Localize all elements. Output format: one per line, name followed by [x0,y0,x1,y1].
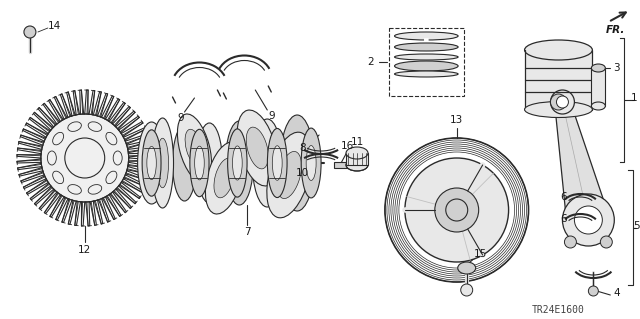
Ellipse shape [232,146,242,180]
Ellipse shape [525,40,593,60]
Ellipse shape [147,146,156,180]
Ellipse shape [138,122,166,204]
Bar [389,28,464,96]
Ellipse shape [214,158,235,198]
Ellipse shape [525,101,593,117]
Ellipse shape [177,114,211,182]
Polygon shape [554,102,611,225]
Circle shape [24,26,36,38]
Circle shape [435,188,479,232]
Circle shape [600,236,612,248]
Ellipse shape [142,130,161,196]
Text: 8: 8 [299,143,305,153]
Text: 16: 16 [340,141,354,151]
Ellipse shape [346,159,368,171]
Ellipse shape [173,125,196,201]
Ellipse shape [272,146,282,180]
Text: 2: 2 [367,57,374,67]
Text: 10: 10 [296,168,308,178]
Ellipse shape [157,138,168,188]
Ellipse shape [196,123,222,203]
Ellipse shape [394,32,458,40]
Ellipse shape [152,118,173,208]
Ellipse shape [301,128,321,198]
Ellipse shape [228,129,247,197]
Text: 1: 1 [631,93,637,103]
Text: 14: 14 [48,21,61,31]
Circle shape [550,94,566,110]
Ellipse shape [591,64,605,72]
Text: 11: 11 [350,137,364,147]
Text: 13: 13 [450,115,463,125]
Ellipse shape [190,129,209,197]
Ellipse shape [195,146,204,180]
Text: 6: 6 [560,192,567,202]
Text: FR.: FR. [605,25,625,35]
Ellipse shape [280,115,314,211]
Ellipse shape [394,61,458,71]
Bar [334,162,348,168]
Ellipse shape [252,119,282,207]
Ellipse shape [458,262,476,274]
Circle shape [575,206,602,234]
Ellipse shape [246,127,268,169]
Circle shape [556,96,568,108]
Text: 9: 9 [268,111,275,121]
Text: 15: 15 [474,249,487,259]
Ellipse shape [225,121,253,205]
Text: 7: 7 [244,227,251,237]
Ellipse shape [267,132,312,218]
Text: TR24E1600: TR24E1600 [532,305,585,315]
Circle shape [588,286,598,296]
Ellipse shape [268,129,287,197]
Ellipse shape [185,129,204,167]
Ellipse shape [394,54,458,60]
Text: 9: 9 [177,113,184,123]
Text: 5: 5 [633,221,639,231]
Circle shape [564,236,577,248]
Bar [591,68,605,106]
Text: 3: 3 [613,63,620,73]
Circle shape [41,114,129,202]
Circle shape [550,90,575,114]
Circle shape [563,194,614,246]
Bar [346,153,368,165]
Ellipse shape [394,71,458,77]
Ellipse shape [277,152,301,198]
Ellipse shape [237,110,277,186]
Text: 4: 4 [613,288,620,298]
Ellipse shape [306,145,316,181]
Bar [525,50,593,109]
Circle shape [461,284,473,296]
Text: 6: 6 [560,214,567,224]
Ellipse shape [346,147,368,159]
Ellipse shape [205,142,243,214]
Ellipse shape [591,102,605,110]
Ellipse shape [394,43,458,51]
Circle shape [405,158,509,262]
Text: 12: 12 [78,245,92,255]
